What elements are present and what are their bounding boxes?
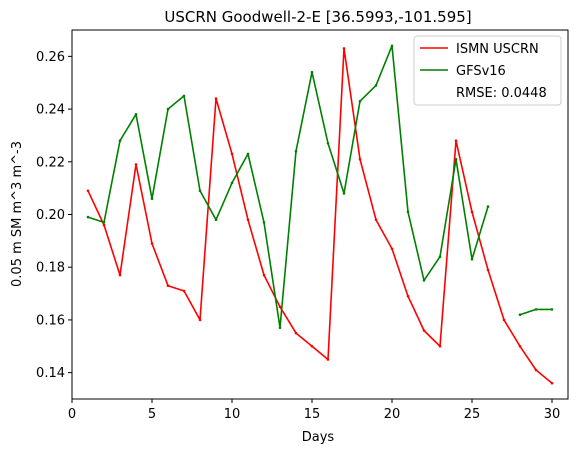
data-point-gfsv16 bbox=[422, 279, 426, 282]
data-point-gfsv16 bbox=[118, 139, 122, 142]
data-point-ismn-uscrn bbox=[118, 273, 122, 277]
data-point-gfsv16 bbox=[486, 205, 490, 208]
y-axis-label: 0.05 m SM m^3 m^-3 bbox=[10, 141, 25, 287]
data-point-ismn-uscrn bbox=[326, 358, 330, 361]
data-point-ismn-uscrn bbox=[454, 139, 458, 142]
data-point-gfsv16 bbox=[406, 210, 410, 214]
data-point-ismn-uscrn bbox=[246, 218, 250, 222]
data-point-gfsv16 bbox=[470, 258, 474, 261]
data-point-ismn-uscrn bbox=[198, 318, 202, 322]
legend-rmse-annotation: RMSE: 0.0448 bbox=[456, 86, 547, 101]
data-point-ismn-uscrn bbox=[358, 157, 362, 161]
data-point-ismn-uscrn bbox=[150, 242, 154, 245]
data-point-ismn-uscrn bbox=[406, 294, 410, 298]
y-tick-label: 0.20 bbox=[36, 208, 65, 223]
data-point-ismn-uscrn bbox=[534, 368, 538, 372]
data-point-ismn-uscrn bbox=[310, 345, 314, 348]
data-point-gfsv16 bbox=[374, 84, 378, 87]
data-point-ismn-uscrn bbox=[278, 305, 282, 309]
data-point-gfsv16 bbox=[358, 99, 362, 103]
chart-title: USCRN Goodwell-2-E [36.5993,-101.595] bbox=[164, 8, 471, 26]
data-point-gfsv16 bbox=[278, 326, 282, 330]
data-point-ismn-uscrn bbox=[166, 284, 170, 288]
x-tick-label: 20 bbox=[384, 407, 401, 422]
data-point-gfsv16 bbox=[550, 308, 554, 311]
data-point-ismn-uscrn bbox=[230, 152, 234, 156]
data-point-gfsv16 bbox=[166, 107, 170, 111]
data-point-gfsv16 bbox=[390, 44, 394, 48]
data-point-gfsv16 bbox=[310, 70, 314, 74]
data-point-ismn-uscrn bbox=[294, 331, 298, 335]
x-tick-label: 30 bbox=[544, 407, 561, 422]
data-point-ismn-uscrn bbox=[518, 345, 522, 348]
series-line-gfsv16 bbox=[87, 44, 489, 329]
y-tick-label: 0.16 bbox=[36, 313, 65, 328]
x-tick-label: 0 bbox=[68, 407, 76, 422]
data-point-ismn-uscrn bbox=[438, 345, 442, 348]
data-point-ismn-uscrn bbox=[182, 289, 186, 293]
data-point-ismn-uscrn bbox=[502, 318, 506, 322]
x-axis-ticks: 0 5 10 15 20 25 30 bbox=[68, 399, 560, 422]
data-point-gfsv16 bbox=[342, 192, 346, 195]
data-point-ismn-uscrn bbox=[134, 163, 138, 166]
data-point-gfsv16 bbox=[182, 94, 186, 98]
data-point-gfsv16 bbox=[150, 197, 154, 200]
data-point-gfsv16 bbox=[102, 221, 106, 224]
data-point-gfsv16 bbox=[134, 113, 138, 116]
series-line-ismn-uscrn bbox=[87, 47, 553, 384]
data-point-gfsv16 bbox=[214, 218, 218, 222]
y-tick-label: 0.22 bbox=[36, 155, 65, 170]
data-point-gfsv16 bbox=[518, 313, 522, 317]
x-tick-label: 15 bbox=[304, 407, 321, 422]
data-point-ismn-uscrn bbox=[262, 273, 266, 277]
data-point-ismn-uscrn bbox=[86, 189, 90, 193]
data-point-ismn-uscrn bbox=[486, 268, 490, 272]
data-point-ismn-uscrn bbox=[422, 329, 426, 332]
y-tick-label: 0.18 bbox=[36, 261, 65, 276]
data-point-gfsv16 bbox=[198, 189, 202, 193]
data-point-gfsv16 bbox=[230, 181, 234, 185]
data-point-ismn-uscrn bbox=[550, 381, 554, 385]
series-layer bbox=[86, 44, 554, 385]
data-point-ismn-uscrn bbox=[374, 218, 378, 222]
x-tick-label: 5 bbox=[148, 407, 156, 422]
y-tick-label: 0.14 bbox=[36, 366, 65, 381]
data-point-ismn-uscrn bbox=[470, 210, 474, 214]
x-axis-label: Days bbox=[302, 430, 335, 445]
legend-label-gfsv16: GFSv16 bbox=[456, 64, 506, 79]
data-point-gfsv16 bbox=[262, 221, 266, 224]
data-point-gfsv16 bbox=[534, 308, 538, 311]
legend-frame bbox=[413, 35, 562, 106]
x-tick-label: 25 bbox=[464, 407, 481, 422]
y-tick-label: 0.26 bbox=[36, 50, 65, 65]
data-point-gfsv16 bbox=[86, 215, 90, 219]
y-tick-label: 0.24 bbox=[36, 103, 65, 118]
x-tick-label: 10 bbox=[224, 407, 241, 422]
data-point-gfsv16 bbox=[326, 142, 330, 145]
data-point-ismn-uscrn bbox=[390, 247, 394, 251]
legend: ISMN USCRN GFSv16 RMSE: 0.0448 bbox=[413, 35, 562, 106]
legend-label-ismn-uscrn: ISMN USCRN bbox=[456, 42, 539, 57]
data-point-ismn-uscrn bbox=[214, 97, 218, 100]
data-point-gfsv16 bbox=[246, 152, 250, 156]
data-point-gfsv16 bbox=[454, 157, 458, 161]
data-point-ismn-uscrn bbox=[102, 223, 106, 227]
data-point-gfsv16 bbox=[438, 255, 442, 258]
y-axis-ticks: 0.14 0.16 0.18 0.20 0.22 0.24 0.26 bbox=[36, 50, 72, 381]
data-point-gfsv16 bbox=[294, 149, 298, 153]
data-point-ismn-uscrn bbox=[342, 47, 346, 50]
